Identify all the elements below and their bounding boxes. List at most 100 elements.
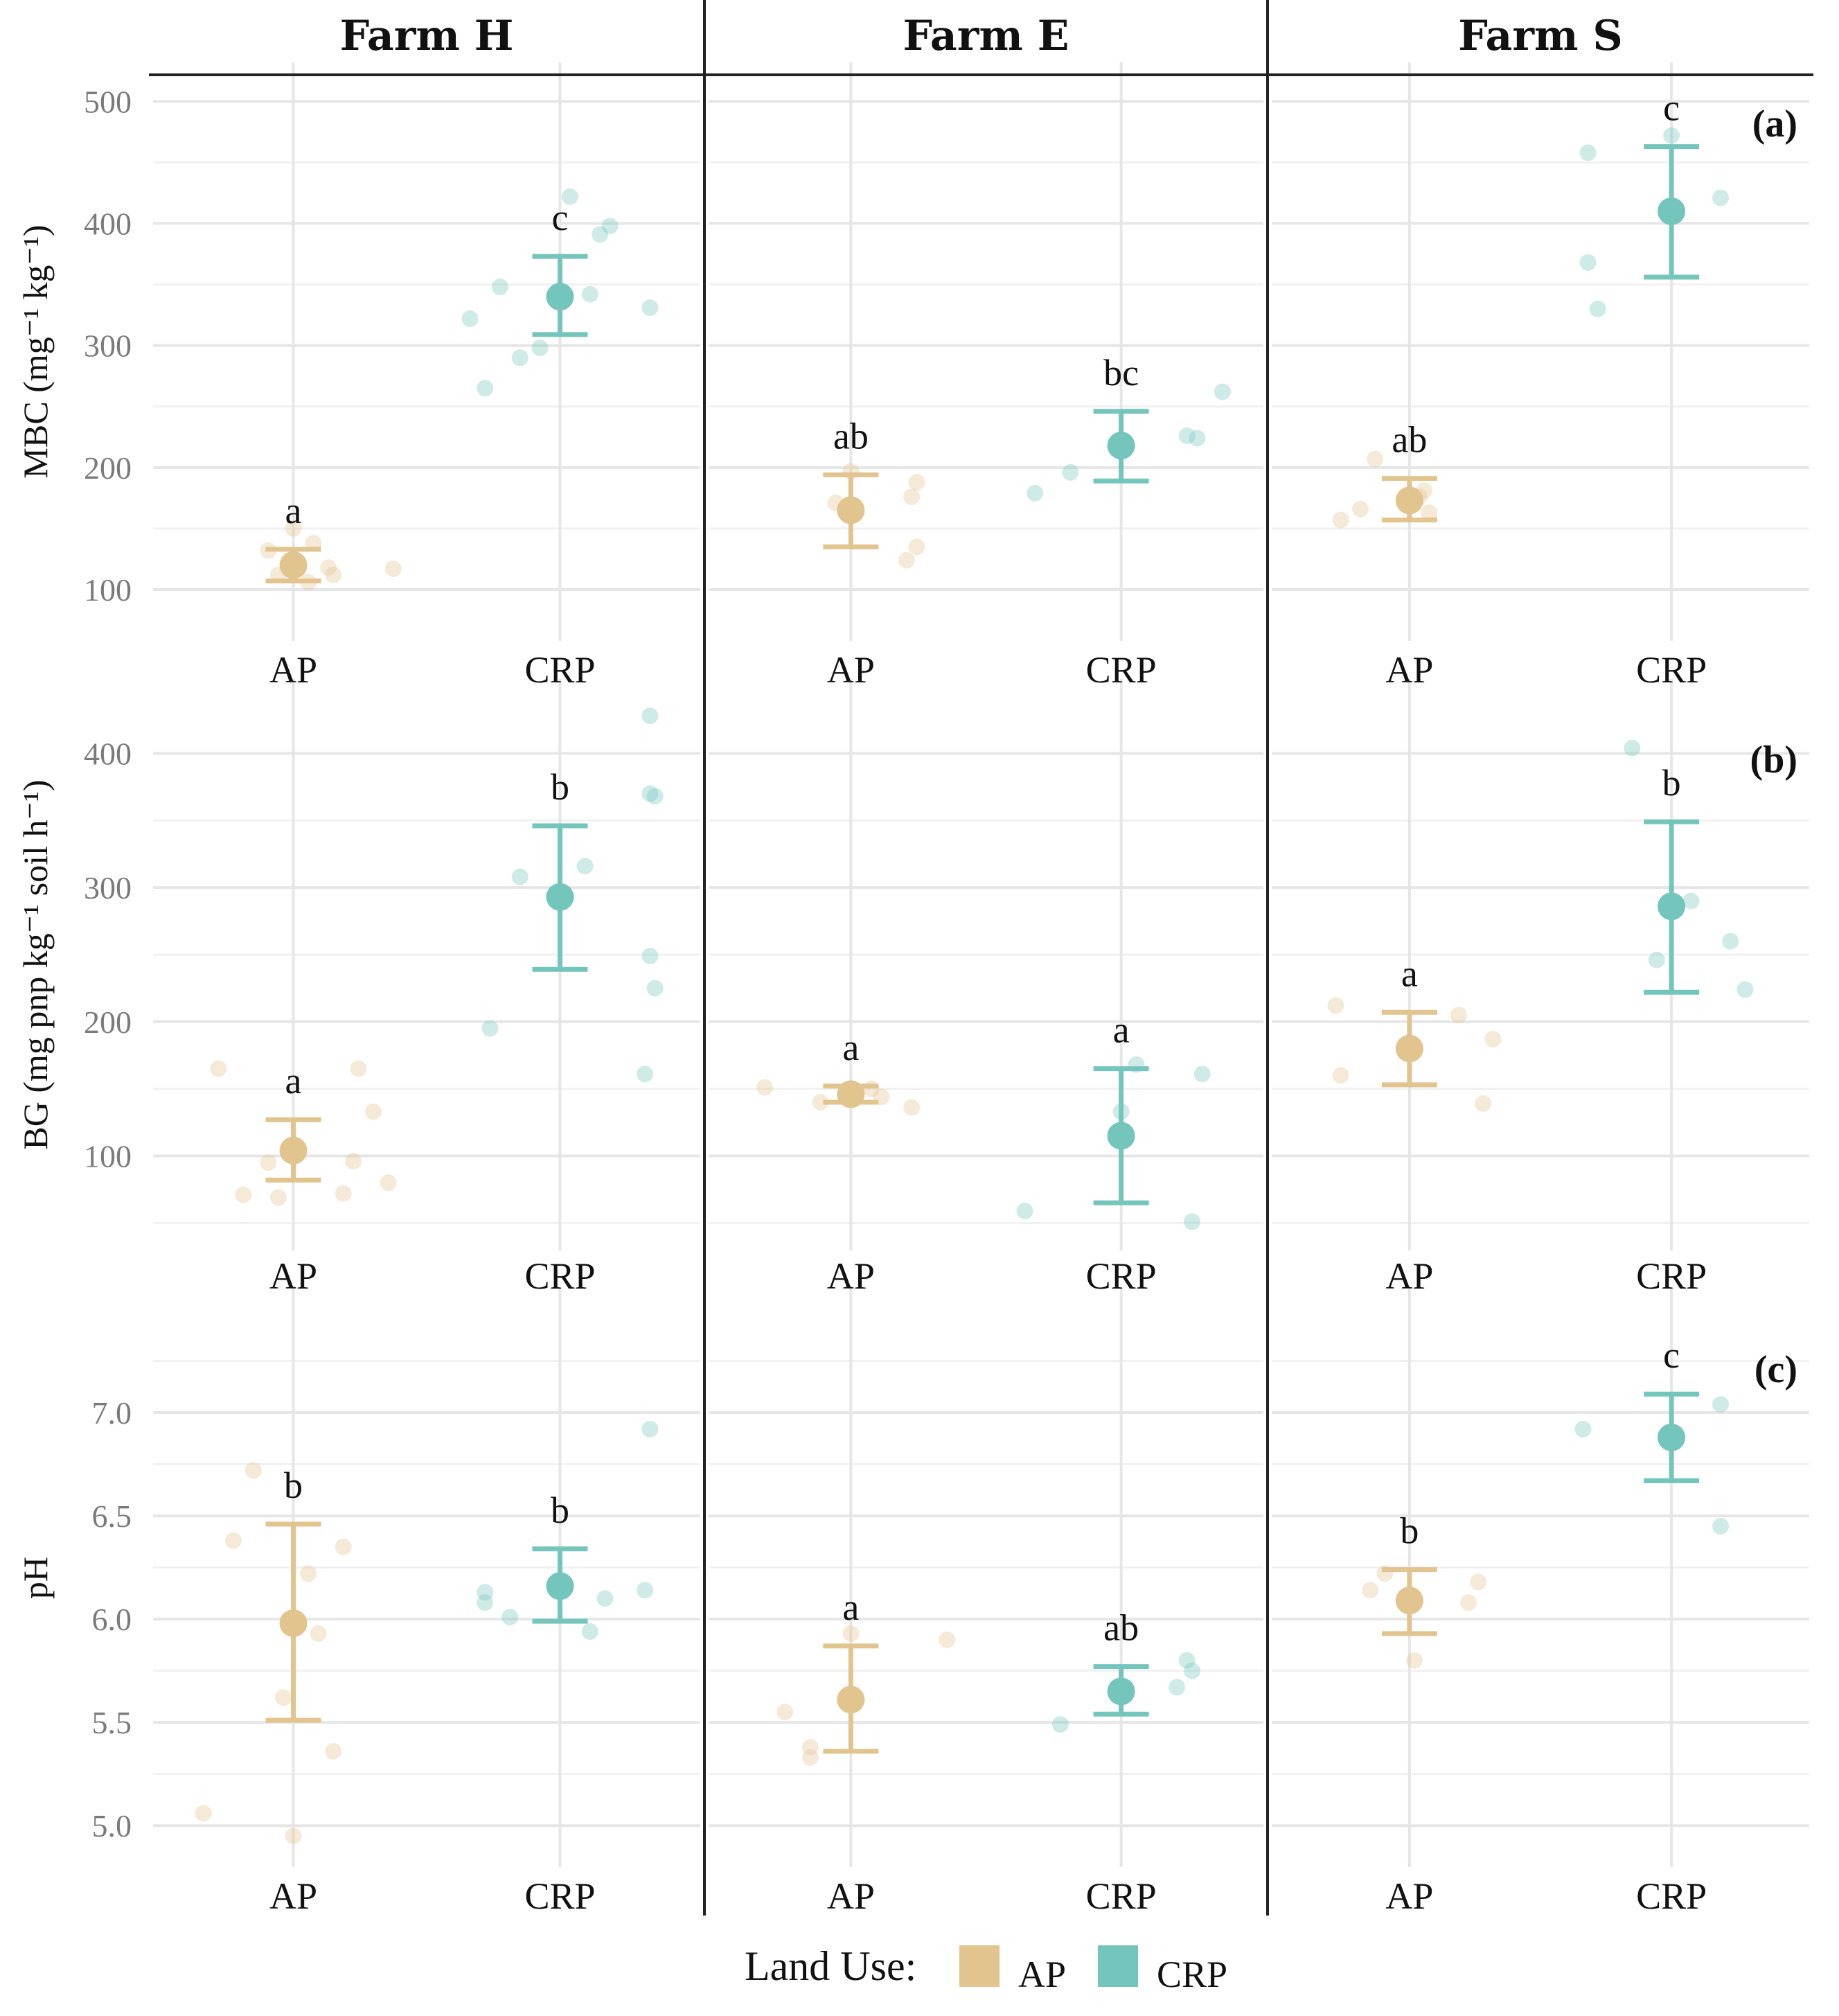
raw-point bbox=[350, 1060, 367, 1077]
raw-point bbox=[561, 188, 578, 205]
raw-point bbox=[756, 1079, 773, 1096]
raw-point bbox=[1579, 144, 1597, 161]
x-tick-label: CRP bbox=[524, 649, 595, 691]
raw-point bbox=[345, 1153, 362, 1170]
x-tick-label: AP bbox=[269, 1875, 317, 1917]
y-tick-label: 5.0 bbox=[92, 1808, 132, 1843]
x-tick-label: AP bbox=[827, 1875, 875, 1917]
farm-title-s: Farm S bbox=[1458, 12, 1623, 60]
raw-point bbox=[1722, 932, 1739, 950]
raw-point bbox=[581, 285, 598, 303]
raw-point bbox=[1027, 484, 1044, 502]
y-tick-label: 400 bbox=[84, 206, 132, 242]
raw-point bbox=[245, 1462, 262, 1479]
raw-point bbox=[1736, 981, 1754, 998]
raw-point bbox=[1051, 1716, 1069, 1733]
significance-letter: ab bbox=[1392, 419, 1427, 461]
raw-point bbox=[1332, 511, 1349, 529]
raw-point bbox=[1712, 1396, 1730, 1413]
raw-point bbox=[1367, 450, 1384, 468]
significance-letter: b bbox=[1662, 762, 1681, 804]
raw-point bbox=[1332, 1067, 1349, 1084]
raw-point bbox=[1189, 430, 1206, 447]
raw-point bbox=[801, 1738, 819, 1756]
raw-point bbox=[1351, 500, 1369, 518]
mean-point bbox=[546, 1572, 574, 1600]
raw-point bbox=[511, 868, 528, 885]
raw-point bbox=[939, 1631, 956, 1648]
mean-point bbox=[1395, 1034, 1423, 1063]
y-tick-label: 100 bbox=[84, 1138, 132, 1174]
significance-letter: b bbox=[284, 1465, 303, 1506]
mean-point bbox=[1658, 1423, 1686, 1451]
raw-point bbox=[511, 349, 528, 366]
raw-point bbox=[1405, 1652, 1423, 1669]
significance-letter: b bbox=[551, 1489, 569, 1531]
significance-letter: c bbox=[551, 197, 568, 238]
mean-point bbox=[1395, 486, 1423, 515]
mean-point bbox=[279, 1609, 308, 1638]
x-tick-label: CRP bbox=[1636, 1875, 1707, 1917]
raw-point bbox=[637, 1582, 654, 1599]
significance-letter: a bbox=[285, 490, 302, 531]
raw-point bbox=[1648, 951, 1665, 969]
raw-point bbox=[1178, 1652, 1196, 1669]
raw-point bbox=[1459, 1594, 1477, 1611]
raw-point bbox=[898, 551, 915, 569]
significance-letter: a bbox=[285, 1060, 302, 1102]
x-tick-label: AP bbox=[269, 1255, 317, 1297]
raw-point bbox=[1184, 1213, 1201, 1230]
raw-point bbox=[1214, 383, 1231, 400]
raw-point bbox=[1579, 254, 1597, 271]
raw-point bbox=[335, 1185, 352, 1202]
farm-title-e: Farm E bbox=[903, 12, 1069, 60]
x-tick-label: CRP bbox=[1086, 649, 1157, 691]
significance-letter: c bbox=[1663, 1334, 1680, 1376]
raw-point bbox=[1712, 1517, 1730, 1535]
x-tick-label: AP bbox=[1385, 1255, 1433, 1297]
raw-point bbox=[260, 1154, 277, 1171]
x-tick-label: AP bbox=[1385, 649, 1433, 691]
y-tick-label: 7.0 bbox=[92, 1395, 132, 1431]
raw-point bbox=[325, 1742, 342, 1760]
mean-point bbox=[837, 496, 865, 524]
raw-point bbox=[285, 520, 302, 537]
raw-point bbox=[1712, 189, 1730, 206]
raw-point bbox=[235, 1186, 252, 1203]
x-tick-label: CRP bbox=[1086, 1875, 1157, 1917]
raw-point bbox=[1484, 1030, 1502, 1047]
significance-letter: ab bbox=[1103, 1607, 1139, 1649]
raw-point bbox=[1589, 300, 1606, 317]
mean-point bbox=[279, 551, 308, 579]
x-tick-label: CRP bbox=[524, 1875, 595, 1917]
y-tick-label: 6.5 bbox=[92, 1498, 132, 1534]
raw-point bbox=[285, 1828, 302, 1845]
raw-point bbox=[908, 473, 925, 490]
significance-letter: b bbox=[551, 766, 569, 808]
raw-point bbox=[1470, 1573, 1487, 1591]
mean-point bbox=[1395, 1586, 1423, 1615]
raw-point bbox=[1193, 1066, 1211, 1083]
significance-letter: a bbox=[1401, 953, 1418, 994]
raw-point bbox=[477, 1594, 494, 1611]
raw-point bbox=[335, 1538, 352, 1555]
mean-point bbox=[1107, 432, 1135, 460]
raw-point bbox=[320, 559, 337, 576]
raw-point bbox=[1362, 1582, 1379, 1599]
raw-point bbox=[1475, 1095, 1492, 1112]
raw-point bbox=[1574, 1420, 1592, 1438]
mean-point bbox=[546, 883, 574, 911]
y-tick-label: 200 bbox=[84, 1005, 132, 1040]
raw-point bbox=[384, 560, 402, 578]
raw-point bbox=[1682, 892, 1700, 910]
raw-point bbox=[646, 980, 664, 997]
raw-point bbox=[596, 1590, 614, 1607]
raw-point bbox=[1062, 463, 1079, 481]
legend-swatch-crp bbox=[1098, 1945, 1138, 1987]
raw-point bbox=[641, 1420, 659, 1438]
legend-swatch-ap bbox=[959, 1945, 1000, 1987]
y-tick-label: 200 bbox=[84, 450, 132, 486]
significance-letter: ab bbox=[833, 415, 869, 457]
raw-point bbox=[481, 1020, 499, 1037]
